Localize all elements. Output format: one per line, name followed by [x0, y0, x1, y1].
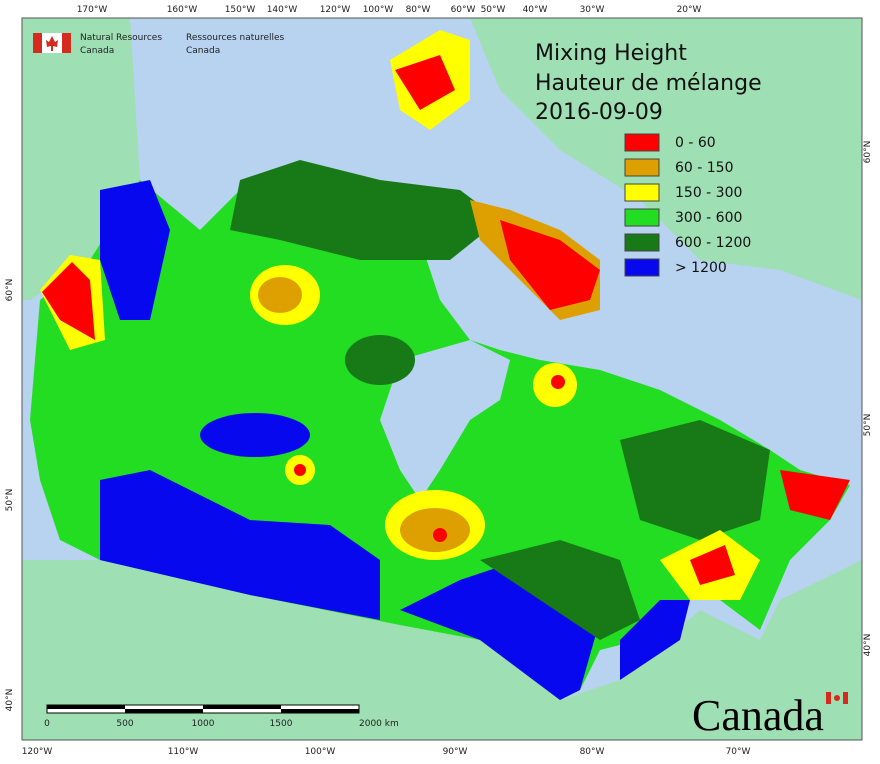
legend: 0 - 60 60 - 150 150 - 300 300 - 600 600 - 12… [624, 133, 751, 277]
map-frame [21, 17, 863, 741]
scale-segment [125, 709, 203, 713]
red-sk [294, 464, 306, 476]
scale-segment [47, 705, 125, 709]
darkgreen-quebec [620, 420, 770, 540]
longitude-label: 150°W [225, 5, 256, 15]
longitude-label: 70°W [726, 747, 751, 757]
longitude-label: 40°W [523, 5, 548, 15]
red-newfoundland [780, 470, 850, 520]
legend-label: 600 - 1200 [675, 235, 751, 251]
flag-bar [33, 33, 42, 53]
latitude-label: 60°N [863, 141, 873, 164]
red-ungava [551, 375, 565, 389]
latitude-label: 40°N [863, 634, 873, 657]
blue-prairies [100, 470, 380, 620]
latitude-label: 50°N [5, 489, 15, 512]
legend-label: 60 - 150 [675, 160, 734, 176]
longitude-label: 120°W [22, 747, 53, 757]
longitude-label: 60°W [451, 5, 476, 15]
agency-fr: Canada [186, 46, 220, 56]
latitude-label: 40°N [5, 689, 15, 712]
legend-label: 150 - 300 [675, 185, 742, 201]
longitude-label: 30°W [580, 5, 605, 15]
longitude-label: 90°W [443, 747, 468, 757]
longitude-label: 160°W [167, 5, 198, 15]
flag-bar [62, 33, 71, 53]
longitude-label: 100°W [305, 747, 336, 757]
agency-en: Natural Resources [80, 33, 162, 43]
legend-label: 300 - 600 [675, 210, 742, 226]
scale-segment [281, 709, 359, 713]
wordmark-flag [826, 692, 848, 704]
blue-nwt [200, 413, 310, 457]
red-maritimes [690, 545, 735, 585]
flag-bar [843, 692, 848, 704]
red-ontario [433, 528, 447, 542]
darkgreen-ontario [480, 540, 640, 640]
legend-swatch [624, 183, 660, 202]
usa [22, 560, 862, 740]
scale-label: 500 [116, 719, 133, 729]
scale-label: 0 [44, 719, 50, 729]
title: Mixing Height [535, 41, 687, 66]
scale-segment [203, 705, 281, 709]
maple-leaf [834, 695, 840, 701]
longitude-label: 100°W [363, 5, 394, 15]
agency-en: Canada [80, 46, 114, 56]
scale-bar: 0 500 1000 1500 2000 km [44, 704, 399, 729]
legend-swatch [624, 258, 660, 277]
orange-ontario [400, 508, 470, 552]
longitude-label: 120°W [320, 5, 351, 15]
longitude-label: 20°W [677, 5, 702, 15]
darkgreen-kivalliq [345, 335, 415, 385]
legend-swatch [624, 158, 660, 177]
maple-leaf [46, 36, 58, 51]
date: 2016-09-09 [535, 100, 663, 125]
longitude-label: 80°W [580, 747, 605, 757]
legend-swatch [624, 133, 660, 152]
map-body [22, 18, 862, 740]
legend-label: > 1200 [675, 260, 727, 276]
blue-yukon [100, 180, 170, 320]
latitude-label: 50°N [863, 414, 873, 437]
legend-swatch [624, 208, 660, 227]
alaska [22, 18, 140, 300]
red-baffin [500, 220, 600, 310]
longitude-label: 50°W [481, 5, 506, 15]
title: Hauteur de mélange [535, 71, 762, 96]
hudson-bay [380, 340, 510, 500]
longitude-label: 170°W [77, 5, 108, 15]
legend-swatch [624, 233, 660, 252]
longitude-label: 80°W [406, 5, 431, 15]
canada-wordmark: Canada [692, 691, 824, 740]
legend-label: 0 - 60 [675, 135, 716, 151]
agency-fr: Ressources naturelles [186, 33, 285, 43]
flag-bar [826, 692, 831, 704]
red-yukon [42, 262, 95, 340]
orange-nwt [258, 277, 302, 313]
latitude-label: 60°N [5, 279, 15, 302]
darkgreen-arctic [230, 160, 500, 260]
longitude-label: 110°W [168, 747, 199, 757]
greenland [470, 18, 862, 300]
longitude-label: 140°W [267, 5, 298, 15]
scale-label: 1500 [270, 719, 293, 729]
blue-st-lawrence [620, 600, 690, 680]
red-ellesmere [395, 55, 455, 110]
scale-label: 1000 [192, 719, 215, 729]
scale-label: 2000 km [359, 719, 399, 729]
nrcan-signature: Natural Resources Canada Ressources natu… [33, 33, 285, 56]
